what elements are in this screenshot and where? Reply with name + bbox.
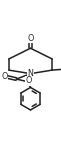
Text: O: O [1, 72, 8, 81]
Text: O: O [25, 76, 32, 85]
Text: O: O [27, 34, 34, 43]
Text: N: N [28, 69, 33, 78]
